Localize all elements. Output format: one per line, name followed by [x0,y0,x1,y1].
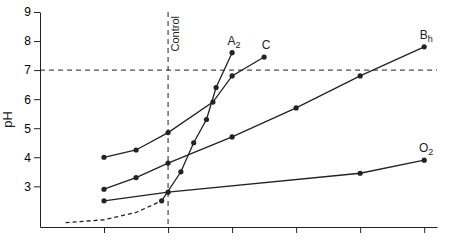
series-line [104,47,424,189]
data-point [229,73,234,78]
x-axis-line [41,227,438,228]
x-tick [424,227,425,233]
series-line [104,57,264,157]
y-tick: 7 [24,63,40,77]
y-tick-label: 7 [24,63,31,77]
x-tick [296,227,297,233]
y-tick-mark [34,99,40,100]
y-axis-line [40,13,41,228]
data-point [101,155,106,160]
y-tick-label: 9 [24,5,31,19]
y-tick-label: 3 [24,180,31,194]
x-tick-mark [360,227,361,233]
data-point [213,85,218,90]
series-label: C [262,38,271,52]
x-tick-mark [232,227,233,233]
data-point [262,54,267,59]
series-line [162,53,232,201]
data-point [422,158,427,163]
data-point [165,130,170,135]
data-point [165,190,170,195]
y-tick-mark [34,128,40,129]
plot: 3 4 5 6 7 8 9 pH Control A2 C Bh O2 [0,5,438,233]
data-point [294,105,299,110]
data-point [133,147,138,152]
data-point [101,187,106,192]
y-tick-label: 4 [24,151,31,165]
data-point [358,73,363,78]
data-point [178,169,183,174]
y-tick-label: 5 [24,122,31,136]
y-tick-label: 8 [24,34,31,48]
x-axis [41,227,438,233]
y-tick-label: 6 [24,93,31,107]
x-tick-mark [424,227,425,233]
data-point [229,50,234,55]
data-point [204,117,209,122]
y-tick-mark [34,12,40,13]
data-point [210,99,215,104]
x-tick [168,227,169,233]
series-label: Bh [420,28,433,44]
y-tick: 6 [24,93,40,107]
y-tick: 4 [24,151,40,165]
x-tick [232,227,233,233]
y-tick-mark [34,70,40,71]
y-tick-mark [34,157,40,158]
y-axis-title: pH [0,111,15,128]
y-tick: 3 [24,180,40,194]
y-tick: 8 [24,34,40,48]
data-point [229,134,234,139]
y-tick: 5 [24,122,40,136]
reference-lines [40,12,437,227]
series-line [66,201,162,223]
data-point [101,198,106,203]
data-point [191,140,196,145]
y-axis: 3 4 5 6 7 8 9 [24,5,40,227]
x-tick-mark [168,227,169,233]
x-tick-mark [296,227,297,233]
series-label: O2 [419,141,433,157]
series-line [104,160,424,201]
data-point [358,171,363,176]
y-tick-mark [34,41,40,42]
data-point [422,44,427,49]
data-point [159,198,164,203]
x-tick [360,227,361,233]
reference-line [40,70,437,71]
data-point [165,160,170,165]
series-group [66,44,427,222]
reference-label: Control [169,16,181,51]
data-point [133,175,138,180]
series-label: A2 [228,34,241,50]
y-tick: 9 [24,5,40,19]
x-tick [104,227,105,233]
chart: 3 4 5 6 7 8 9 pH Control A2 C Bh O2 [0,0,450,248]
y-tick-mark [34,186,40,187]
x-tick-mark [104,227,105,233]
